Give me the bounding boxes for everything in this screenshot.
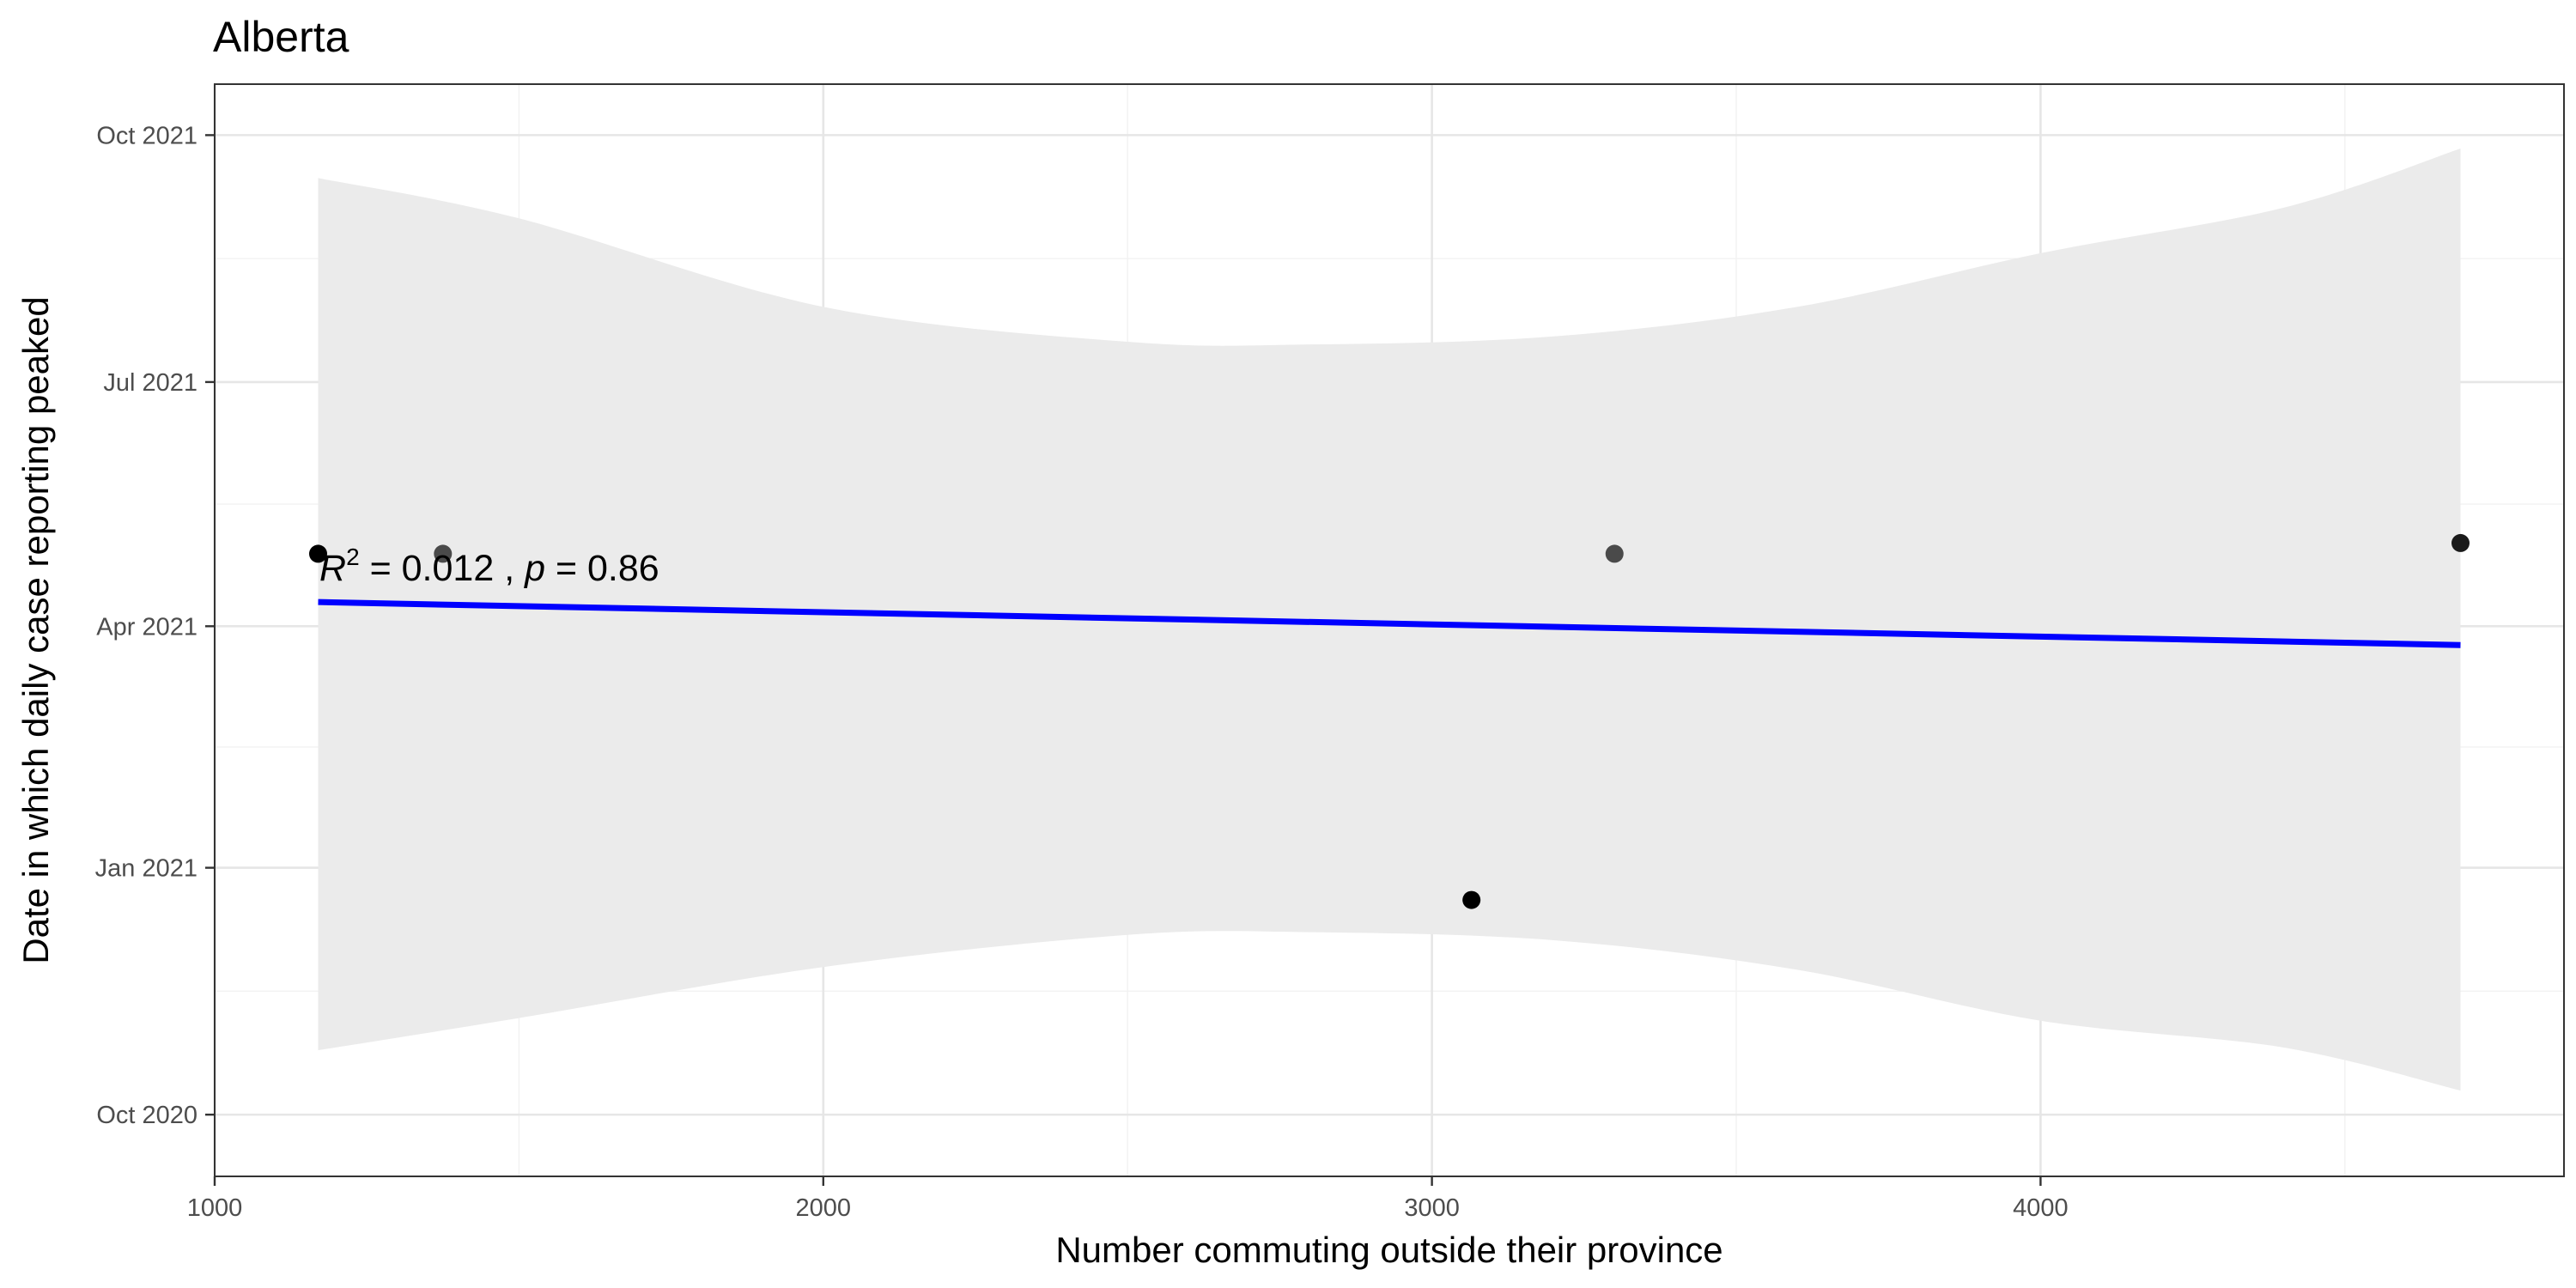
r2-superscript: 2 [346, 544, 360, 570]
trend-line [318, 598, 2461, 648]
data-point [2451, 533, 2470, 552]
data-point [308, 544, 327, 563]
r2-value: = 0.012 , [360, 548, 525, 589]
y-tick-label: Jul 2021 [103, 369, 197, 397]
x-axis-title: Number commuting outside their province [1055, 1230, 1722, 1270]
x-tick-label: 1000 [187, 1194, 243, 1222]
x-tick-label: 4000 [2013, 1194, 2069, 1222]
data-point [1605, 544, 1624, 563]
data-point [434, 544, 453, 563]
y-axis-ticks: Oct 2020 Jan 2021 Apr 2021 Jul 2021 Oct 2021 [95, 122, 215, 1129]
y-tick-label: Apr 2021 [96, 613, 197, 641]
r2-label: R [319, 548, 346, 589]
x-tick-label: 3000 [1404, 1194, 1460, 1222]
p-value: = 0.86 [545, 548, 659, 589]
chart-title: Alberta [213, 13, 349, 61]
x-axis-ticks: 1000 2000 3000 4000 [187, 1176, 2069, 1222]
y-tick-label: Oct 2021 [96, 122, 197, 149]
p-label: p [523, 548, 545, 589]
y-tick-label: Oct 2020 [96, 1102, 197, 1129]
plot-panel-border [214, 83, 2565, 1177]
y-axis-title: Date in which daily case reporting peake… [15, 296, 56, 963]
y-tick-label: Jan 2021 [95, 855, 197, 883]
x-tick-label: 2000 [796, 1194, 852, 1222]
data-point [1462, 890, 1481, 909]
stats-annotation: R2 = 0.012 , p = 0.86 [319, 544, 659, 589]
data-points [308, 533, 2470, 909]
confidence-band [318, 149, 2461, 1091]
